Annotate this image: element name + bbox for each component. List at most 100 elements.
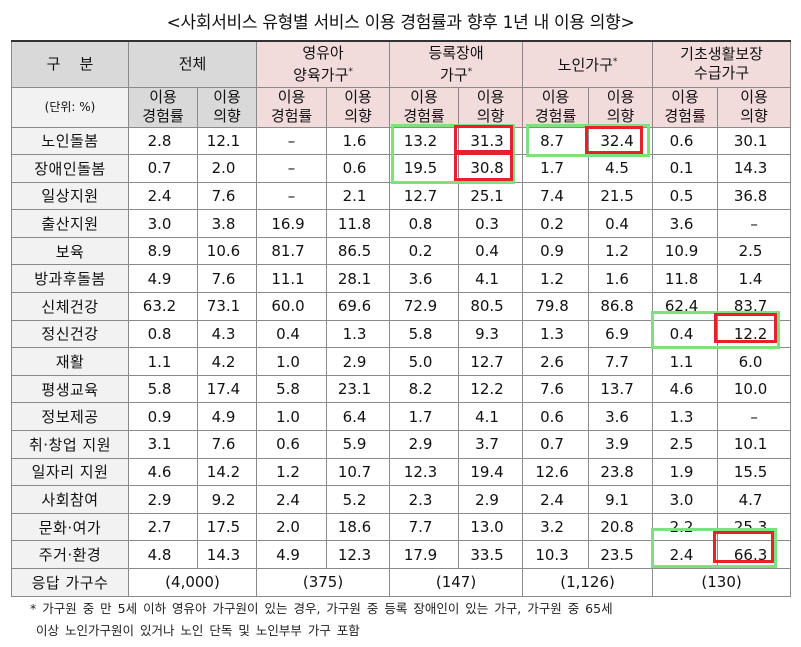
value-cell: 11.8 bbox=[326, 209, 391, 238]
value-cell: 17.9 bbox=[389, 540, 460, 569]
value-cell: 12.6 bbox=[522, 457, 590, 487]
value-cell: 3.6 bbox=[588, 402, 654, 432]
value-cell: 0.6 bbox=[256, 430, 328, 459]
value-cell: 4.9 bbox=[256, 540, 328, 569]
value-cell: 2.9 bbox=[128, 485, 198, 514]
value-cell: 17.4 bbox=[196, 374, 258, 404]
value-cell: 0.1 bbox=[652, 154, 719, 183]
value-cell: 2.8 bbox=[128, 126, 198, 156]
value-cell: 8.2 bbox=[389, 374, 460, 404]
value-cell: 12.3 bbox=[326, 540, 391, 569]
value-cell: 2.0 bbox=[196, 154, 258, 183]
value-cell: 1.1 bbox=[128, 347, 198, 376]
value-cell: 4.9 bbox=[196, 402, 258, 432]
value-cell: 15.5 bbox=[717, 457, 792, 487]
value-cell: 4.1 bbox=[458, 402, 524, 432]
value-cell: 11.1 bbox=[256, 264, 328, 294]
footnote-line: 이상 노인가구원이 있거나 노인 단독 및 노인부부 가구 포함 bbox=[36, 623, 360, 638]
value-cell: 4.8 bbox=[128, 540, 198, 569]
value-cell: 1.9 bbox=[652, 457, 719, 487]
row-label: 신체건강 bbox=[11, 292, 129, 321]
value-cell: 7.6 bbox=[196, 430, 258, 459]
value-cell: 86.8 bbox=[588, 292, 654, 321]
value-cell: 10.7 bbox=[326, 457, 391, 487]
value-cell: 23.8 bbox=[588, 457, 654, 487]
value-cell: 3.9 bbox=[588, 430, 654, 459]
value-cell: 9.1 bbox=[588, 485, 654, 514]
value-cell: 14.3 bbox=[717, 154, 792, 183]
value-cell: 17.5 bbox=[196, 512, 258, 542]
value-cell: 4.2 bbox=[196, 347, 258, 376]
table-row: 평생교육 5.8 17.4 5.8 23.1 8.2 12.2 7.6 13.7 4.6 10.0 bbox=[11, 374, 792, 404]
table-row: 보육 8.9 10.6 81.7 86.5 0.2 0.4 0.9 1.2 10.9 2.5 bbox=[11, 236, 792, 266]
group-header-elderly: 노인가구* bbox=[522, 40, 654, 88]
value-cell: 3.2 bbox=[522, 512, 590, 542]
value-cell: 25.1 bbox=[458, 181, 524, 211]
value-cell: 7.6 bbox=[522, 374, 590, 404]
row-label: 보육 bbox=[11, 236, 129, 266]
value-cell: 2.3 bbox=[389, 485, 460, 514]
value-cell: 1.6 bbox=[326, 126, 391, 156]
row-label: 출산지원 bbox=[11, 209, 129, 238]
value-cell: 28.1 bbox=[326, 264, 391, 294]
value-cell: 10.0 bbox=[717, 374, 792, 404]
totals-row: 응답 가구수 (4,000) (375) (147) (1,126) (130) bbox=[11, 568, 792, 597]
table-row: 정신건강 0.8 4.3 0.4 1.3 5.8 9.3 1.3 6.9 0.4 12.2 bbox=[11, 319, 792, 349]
value-cell: – bbox=[717, 402, 792, 432]
value-cell: 4.7 bbox=[717, 485, 792, 514]
row-label: 장애인돌봄 bbox=[11, 154, 129, 183]
value-cell: 9.3 bbox=[458, 319, 524, 349]
value-cell: 30.1 bbox=[717, 126, 792, 156]
subheader-intention: 이용 의향 bbox=[326, 86, 391, 128]
value-cell: 1.1 bbox=[652, 347, 719, 376]
value-cell: 4.6 bbox=[652, 374, 719, 404]
value-cell: 0.4 bbox=[256, 319, 328, 349]
value-cell: 86.5 bbox=[326, 236, 391, 266]
table-row: 일자리 지원 4.6 14.2 1.2 10.7 12.3 19.4 12.6 23.8 1.9 1… bbox=[11, 457, 792, 487]
value-cell: 19.5 bbox=[389, 154, 460, 183]
value-cell: 0.4 bbox=[458, 236, 524, 266]
value-cell: 1.2 bbox=[256, 457, 328, 487]
service-usage-table: 구 분 전체 영유아 양육가구* 등록장애 가구* 노인가구* 기초생활보장 수… bbox=[11, 40, 792, 597]
value-cell: 0.7 bbox=[128, 154, 198, 183]
value-cell: 2.5 bbox=[717, 236, 792, 266]
value-cell: – bbox=[717, 209, 792, 238]
value-cell: 4.9 bbox=[128, 264, 198, 294]
household-count-cell: (375) bbox=[256, 568, 391, 597]
value-cell: 80.5 bbox=[458, 292, 524, 321]
value-cell: 36.8 bbox=[717, 181, 792, 211]
row-label: 정신건강 bbox=[11, 319, 129, 349]
value-cell: 4.5 bbox=[588, 154, 654, 183]
value-cell: 0.6 bbox=[522, 402, 590, 432]
row-label: 주거·환경 bbox=[11, 540, 129, 569]
table-row: 방과후돌봄 4.9 7.6 11.1 28.1 3.6 4.1 1.2 1.6 11.8 1.4 bbox=[11, 264, 792, 294]
value-cell: 10.1 bbox=[717, 430, 792, 459]
household-count-cell: (1,126) bbox=[522, 568, 654, 597]
value-cell: 0.7 bbox=[522, 430, 590, 459]
value-cell: 63.2 bbox=[128, 292, 198, 321]
table-row: 출산지원 3.0 3.8 16.9 11.8 0.8 0.3 0.2 0.4 3.6– bbox=[11, 209, 792, 238]
value-cell: 0.8 bbox=[389, 209, 460, 238]
subheader-experience-rate: 이용 경험률 bbox=[128, 86, 198, 128]
value-cell: 12.3 bbox=[389, 457, 460, 487]
value-cell: 6.9 bbox=[588, 319, 654, 349]
value-cell: 0.4 bbox=[652, 319, 719, 349]
value-cell: 0.2 bbox=[522, 209, 590, 238]
row-label: 평생교육 bbox=[11, 374, 129, 404]
value-cell: 12.1 bbox=[196, 126, 258, 156]
value-cell: 12.7 bbox=[458, 347, 524, 376]
value-cell: 21.5 bbox=[588, 181, 654, 211]
value-cell: 7.7 bbox=[389, 512, 460, 542]
value-cell: – bbox=[256, 181, 328, 211]
value-cell: 23.1 bbox=[326, 374, 391, 404]
value-cell: 6.0 bbox=[717, 347, 792, 376]
value-cell: 0.6 bbox=[326, 154, 391, 183]
subheader-intention: 이용 의향 bbox=[588, 86, 654, 128]
table-row: 정보제공 0.9 4.9 1.0 6.4 1.7 4.1 0.6 3.6 1.3– bbox=[11, 402, 792, 432]
value-cell: 0.6 bbox=[652, 126, 719, 156]
totals-label: 응답 가구수 bbox=[11, 568, 129, 597]
value-cell: 3.1 bbox=[128, 430, 198, 459]
value-cell: 8.7 bbox=[522, 126, 590, 156]
value-cell: 72.9 bbox=[389, 292, 460, 321]
value-cell: 4.1 bbox=[458, 264, 524, 294]
